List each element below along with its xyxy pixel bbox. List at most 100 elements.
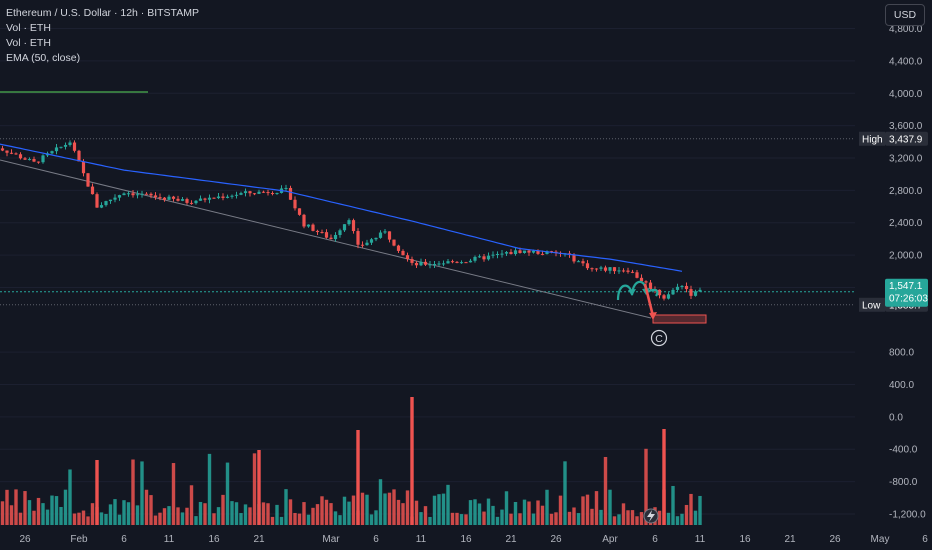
candle-body <box>473 256 477 261</box>
candle-body <box>221 196 225 198</box>
candle-body <box>545 251 549 254</box>
volume-bar <box>446 484 450 525</box>
volume-bar <box>473 499 477 525</box>
candle-body <box>459 262 464 264</box>
volume-bar <box>464 514 468 525</box>
volume-bar <box>185 507 189 525</box>
time-tick-label: Mar <box>322 534 340 545</box>
volume-bar <box>261 502 266 525</box>
volume-bar <box>495 516 500 525</box>
volume-bar <box>180 512 185 525</box>
time-tick-label: May <box>871 534 890 545</box>
volume-bar <box>234 502 239 525</box>
volume-bar <box>671 485 675 525</box>
volume-bar <box>221 494 225 525</box>
candle-body <box>423 261 428 265</box>
curved-arrow-2[interactable] <box>630 280 648 296</box>
time-tick-label: 16 <box>208 534 220 545</box>
candle-body <box>117 195 122 198</box>
volume-bar <box>311 507 315 525</box>
candle-body <box>594 268 599 270</box>
volume-bar <box>563 461 567 525</box>
candle-body <box>657 289 662 296</box>
curved-arrow-3[interactable] <box>646 288 659 297</box>
volume-bar-spike <box>410 397 414 525</box>
candle-body <box>149 193 153 196</box>
candle-body <box>464 262 468 264</box>
volume-bar <box>455 512 459 525</box>
candle-body <box>104 201 108 206</box>
volume-bar <box>122 500 126 525</box>
candle-body <box>293 199 297 209</box>
candle-body <box>693 291 698 296</box>
volume-bar <box>491 505 495 525</box>
currency-button[interactable]: USD <box>885 4 925 26</box>
candle-body <box>126 193 131 195</box>
candle-body <box>675 286 680 290</box>
volume-bar <box>279 516 284 525</box>
volume-indicator-label[interactable]: Vol · ETH <box>6 22 51 34</box>
symbol-title[interactable]: Ethereum / U.S. Dollar · 12h · BITSTAMP <box>6 7 199 19</box>
volume-bar <box>594 491 599 525</box>
volume-bar <box>90 503 95 525</box>
candle-body <box>441 263 446 265</box>
volume-indicator-label-2[interactable]: Vol · ETH <box>6 37 51 49</box>
candle-body <box>477 256 482 258</box>
volume-bar <box>284 489 288 525</box>
candle-body <box>302 214 306 227</box>
time-tick-label: 6 <box>373 534 379 545</box>
volume-bar <box>306 514 311 525</box>
time-tick-label: 26 <box>19 534 31 545</box>
volume-bar <box>288 499 293 525</box>
volume-bar <box>189 485 194 525</box>
price-tick-label: -800.0 <box>889 477 918 488</box>
candle-body <box>27 159 32 161</box>
volume-bar <box>59 506 63 525</box>
candle-body <box>257 191 261 194</box>
candle-body <box>446 261 450 264</box>
volume-bar <box>509 513 513 525</box>
low-tag-label-box <box>859 297 885 312</box>
bar-countdown: 07:26:03 <box>889 294 928 305</box>
candle-body <box>333 234 338 240</box>
ema-indicator-label[interactable]: EMA (50, close) <box>6 52 81 64</box>
arrow-head-icon <box>649 312 657 320</box>
candle-body <box>41 155 45 163</box>
volume-bar <box>54 496 59 525</box>
candle-body <box>608 267 612 271</box>
candle-body <box>531 250 536 253</box>
volume-bar <box>315 504 320 525</box>
volume-bar <box>320 496 324 525</box>
candle-body <box>392 239 396 246</box>
candle-body <box>81 161 86 174</box>
volume-bar <box>626 510 630 525</box>
volume-bar <box>540 505 545 525</box>
candle-body <box>162 197 167 200</box>
candle-body <box>99 205 104 208</box>
candle-body <box>684 285 689 290</box>
time-tick-label: 11 <box>164 534 175 545</box>
volume-bar <box>684 504 689 525</box>
candle-body <box>360 244 365 246</box>
candle-body <box>261 191 266 193</box>
candle-body <box>329 237 333 240</box>
target-zone-box[interactable] <box>652 314 707 324</box>
volume-bar <box>405 490 410 525</box>
volume-bar <box>86 516 90 525</box>
price-tick-label: -400.0 <box>889 445 918 456</box>
volume-bar <box>675 516 680 525</box>
candle-body <box>662 295 666 299</box>
time-tick-label: Apr <box>602 534 618 545</box>
down-arrow-line[interactable] <box>643 283 655 317</box>
candle-body <box>644 281 648 283</box>
volume-bar <box>198 501 203 525</box>
volume-bar <box>531 513 536 525</box>
trend-line[interactable] <box>0 159 652 319</box>
candle-body <box>590 268 594 270</box>
wave-label-circle[interactable] <box>650 329 668 347</box>
volume-bar <box>666 512 671 525</box>
candle-body <box>450 261 455 263</box>
candle-body <box>63 144 68 147</box>
candle-body <box>500 253 504 255</box>
